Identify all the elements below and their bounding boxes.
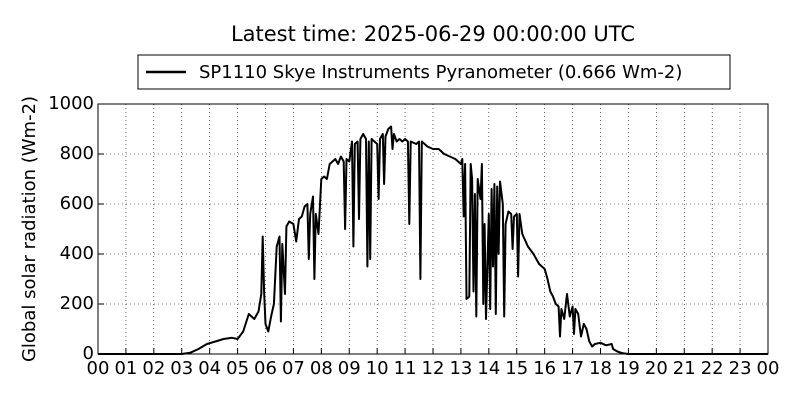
y-tick-label: 1000 [48, 93, 94, 114]
x-tick-label: 11 [394, 358, 417, 379]
legend-label: SP1110 Skye Instruments Pyranometer (0.6… [199, 62, 682, 83]
x-tick-label: 01 [114, 358, 137, 379]
x-tick-label: 07 [282, 358, 305, 379]
x-tick-label: 15 [505, 358, 528, 379]
x-tick-label: 19 [617, 358, 640, 379]
x-tick-label: 09 [338, 358, 361, 379]
x-tick-label: 17 [561, 358, 584, 379]
x-tick-label: 14 [477, 358, 500, 379]
y-tick-label: 200 [60, 293, 94, 314]
x-tick-label: 06 [254, 358, 277, 379]
x-tick-label: 22 [701, 358, 724, 379]
x-tick-label: 00 [757, 358, 780, 379]
x-tick-label: 03 [170, 358, 193, 379]
x-tick-label: 18 [589, 358, 612, 379]
plot-frame [97, 103, 769, 355]
x-tick-label: 20 [645, 358, 668, 379]
x-tick-label: 21 [673, 358, 696, 379]
x-tick-label: 08 [310, 358, 333, 379]
y-axis-label: Global solar radiation (Wm-2) [19, 96, 40, 362]
x-tick-label: 16 [533, 358, 556, 379]
x-tick-label: 23 [729, 358, 752, 379]
y-tick-label: 0 [83, 343, 94, 364]
data-line [98, 125, 768, 355]
x-tick-label: 12 [422, 358, 445, 379]
y-tick-label: 400 [60, 243, 94, 264]
x-tick-label: 02 [142, 358, 165, 379]
x-tick-label: 00 [87, 358, 110, 379]
x-tick-label: 13 [449, 358, 472, 379]
legend [137, 54, 731, 90]
y-tick-label: 800 [60, 143, 94, 164]
x-tick-label: 10 [366, 358, 389, 379]
chart-title: Latest time: 2025-06-29 00:00:00 UTC [231, 22, 635, 46]
y-tick-label: 600 [60, 193, 94, 214]
x-tick-label: 04 [198, 358, 221, 379]
x-tick-label: 05 [226, 358, 249, 379]
